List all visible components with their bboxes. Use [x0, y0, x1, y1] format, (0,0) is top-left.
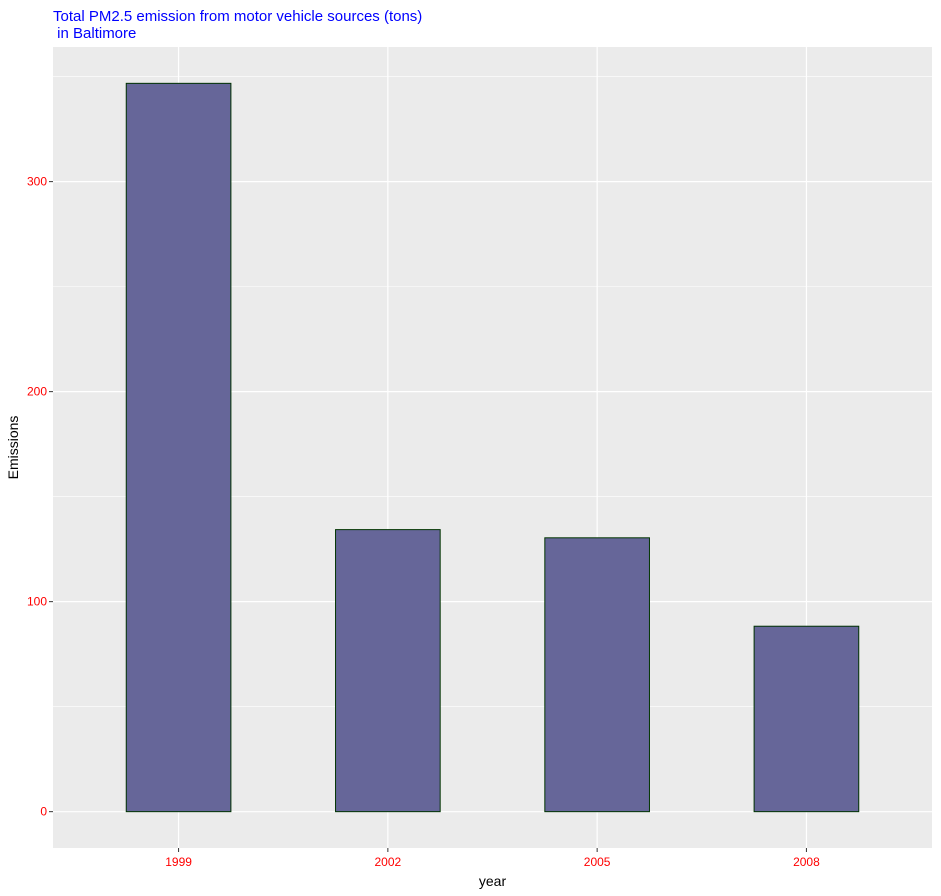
bar-2005 [544, 537, 650, 813]
chart-title-line: in Baltimore [53, 25, 136, 42]
y-axis-title: Emissions [5, 416, 21, 480]
chart-title: Total PM2.5 emission from motor vehicle … [53, 8, 422, 42]
x-tick-label: 2002 [375, 855, 402, 869]
y-tick-label: 300 [27, 175, 47, 189]
bars [125, 82, 860, 813]
x-tick-label: 2008 [793, 855, 820, 869]
x-tick-label: 2005 [584, 855, 611, 869]
bar-2002 [335, 529, 441, 813]
chart-title-line: Total PM2.5 emission from motor vehicle … [53, 8, 422, 25]
y-tick-label: 200 [27, 385, 47, 399]
y-tick-label: 0 [40, 805, 47, 819]
y-axis: 0 100 200 300 [27, 175, 53, 819]
bar-1999 [125, 82, 232, 813]
bar-2008 [753, 625, 860, 813]
x-tick-label: 1999 [165, 855, 192, 869]
x-axis: 1999 2002 2005 2008 [165, 848, 820, 869]
x-axis-title: year [479, 873, 507, 889]
y-tick-label: 100 [27, 595, 47, 609]
